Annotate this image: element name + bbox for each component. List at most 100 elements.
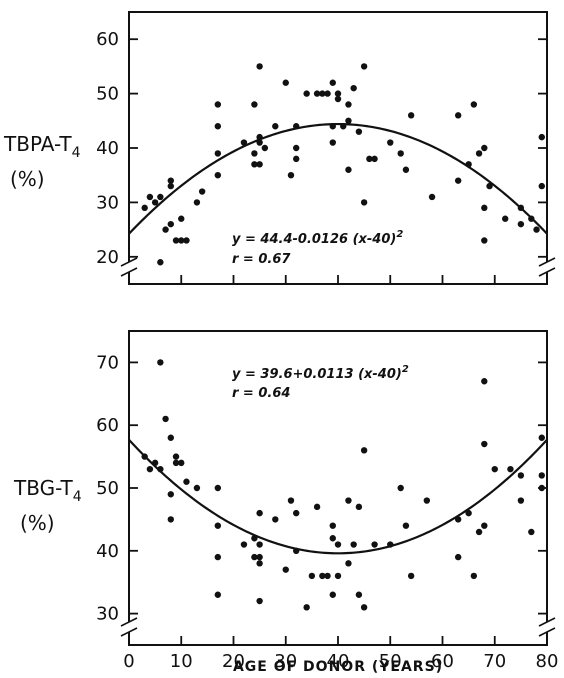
data-point-top-38 <box>329 79 336 86</box>
data-point-top-15 <box>214 172 222 179</box>
data-point-bottom-14 <box>214 484 222 492</box>
data-point-bottom-17 <box>214 591 222 598</box>
points-group-bottom <box>141 359 545 611</box>
data-point-bottom-41 <box>345 560 352 567</box>
data-point-top-2 <box>151 199 159 206</box>
data-point-bottom-59 <box>481 522 488 529</box>
data-point-bottom-21 <box>256 541 263 548</box>
data-point-bottom-32 <box>308 572 316 580</box>
data-point-top-64 <box>481 237 488 244</box>
fit-curve-bottom <box>128 439 548 555</box>
data-point-top-66 <box>486 182 493 190</box>
data-point-top-4 <box>157 259 164 266</box>
ylabel-bottom-main: TBG-T <box>13 476 73 500</box>
data-point-bottom-35 <box>324 572 331 580</box>
tick-group-bottom: 30 40 50 60 70 0 10 20 30 40 50 60 70 80 <box>96 352 558 672</box>
data-point-bottom-43 <box>350 541 357 548</box>
data-point-bottom-3 <box>157 359 164 366</box>
data-point-bottom-16 <box>214 553 222 561</box>
data-point-top-5 <box>162 226 169 233</box>
data-point-bottom-54 <box>454 553 462 561</box>
ylabel-top-sub: 4 <box>72 145 81 161</box>
data-point-bottom-67 <box>538 434 545 441</box>
data-point-bottom-12 <box>183 478 190 485</box>
ylabel-top-unit: (%) <box>10 167 45 191</box>
axis-break-bottom-right <box>538 617 556 637</box>
data-point-top-16 <box>214 150 222 157</box>
data-point-bottom-10 <box>172 459 180 467</box>
data-point-top-41 <box>334 95 342 103</box>
data-point-bottom-20 <box>251 553 258 561</box>
data-point-top-52 <box>371 155 378 163</box>
data-point-bottom-44 <box>355 503 363 511</box>
data-point-bottom-29 <box>293 509 300 517</box>
data-point-top-48 <box>355 128 363 135</box>
data-point-bottom-31 <box>303 604 310 611</box>
data-point-top-57 <box>428 193 436 201</box>
data-point-bottom-26 <box>272 516 279 523</box>
ylabel-top: TBPA-T4 <box>3 132 81 161</box>
y-tick-label-bottom-60: 60 <box>96 415 119 436</box>
data-point-top-32 <box>293 155 300 163</box>
data-point-bottom-62 <box>491 465 498 473</box>
data-point-bottom-18 <box>240 541 248 548</box>
data-point-top-17 <box>214 123 222 130</box>
data-point-bottom-46 <box>360 447 368 454</box>
data-point-bottom-11 <box>178 459 185 467</box>
data-point-top-44 <box>345 117 352 125</box>
ylabel-bottom-unit: (%) <box>20 511 55 535</box>
data-point-top-31 <box>293 144 300 152</box>
data-point-bottom-7 <box>167 516 174 523</box>
data-point-bottom-66 <box>528 528 535 536</box>
data-point-top-27 <box>261 144 269 152</box>
data-point-top-39 <box>329 139 336 146</box>
data-point-top-3 <box>157 193 164 201</box>
ylabel-top-main: TBPA-T <box>3 132 72 156</box>
chart-top-tbpa: 20 30 40 50 60 TBPA-T4 (%) y = 44.4-0.0126 (… <box>3 11 556 285</box>
data-point-bottom-64 <box>517 472 525 479</box>
data-point-bottom-8 <box>167 434 174 441</box>
data-point-bottom-27 <box>282 566 289 573</box>
data-point-bottom-45 <box>355 591 363 598</box>
xlabel-bottom: AGE OF DONOR (YEARS) <box>233 659 443 675</box>
data-point-bottom-51 <box>402 522 410 529</box>
data-point-top-55 <box>402 166 410 173</box>
data-point-top-13 <box>193 199 201 206</box>
data-point-top-58 <box>454 112 462 119</box>
data-point-bottom-38 <box>329 522 336 529</box>
data-point-top-37 <box>324 90 331 97</box>
data-point-top-19 <box>240 139 248 146</box>
data-point-bottom-52 <box>407 572 415 580</box>
y-tick-label-bottom-40: 40 <box>96 541 119 562</box>
fit-curve-top <box>128 122 548 235</box>
data-point-bottom-48 <box>371 541 378 548</box>
data-point-top-23 <box>256 63 263 70</box>
data-point-bottom-36 <box>329 591 336 598</box>
points-group-top <box>141 63 545 266</box>
y-tick-label-bottom-70: 70 <box>96 352 119 373</box>
x-tick-label-60: 60 <box>431 651 454 672</box>
axis-break-top-left <box>120 257 138 277</box>
data-point-top-71 <box>533 226 540 233</box>
data-point-bottom-61 <box>481 378 488 385</box>
equation-bottom: y = 39.6+0.0113 (x-40)2 <box>232 364 409 382</box>
y-tick-label-top-20: 20 <box>96 247 119 268</box>
data-point-bottom-1 <box>146 465 154 473</box>
y-tick-label-top-50: 50 <box>96 84 119 105</box>
chart-bottom-tbg: 30 40 50 60 70 0 10 20 30 40 50 60 70 80 TBG-T4 (%) y… <box>13 330 558 675</box>
x-tick-label-10: 10 <box>170 651 193 672</box>
data-point-top-62 <box>475 150 483 157</box>
data-point-bottom-25 <box>256 560 263 567</box>
data-point-bottom-5 <box>162 415 169 423</box>
data-point-bottom-22 <box>256 597 263 605</box>
data-point-bottom-39 <box>334 572 342 580</box>
data-point-top-11 <box>178 237 185 244</box>
equation-top: y = 44.4-0.0126 (x-40)2 <box>232 229 403 247</box>
data-point-top-22 <box>251 101 258 108</box>
data-point-top-12 <box>183 237 190 244</box>
data-point-top-72 <box>538 133 545 141</box>
data-point-top-67 <box>502 215 509 222</box>
data-point-top-35 <box>313 90 321 97</box>
axis-break-bottom-left <box>120 617 138 637</box>
